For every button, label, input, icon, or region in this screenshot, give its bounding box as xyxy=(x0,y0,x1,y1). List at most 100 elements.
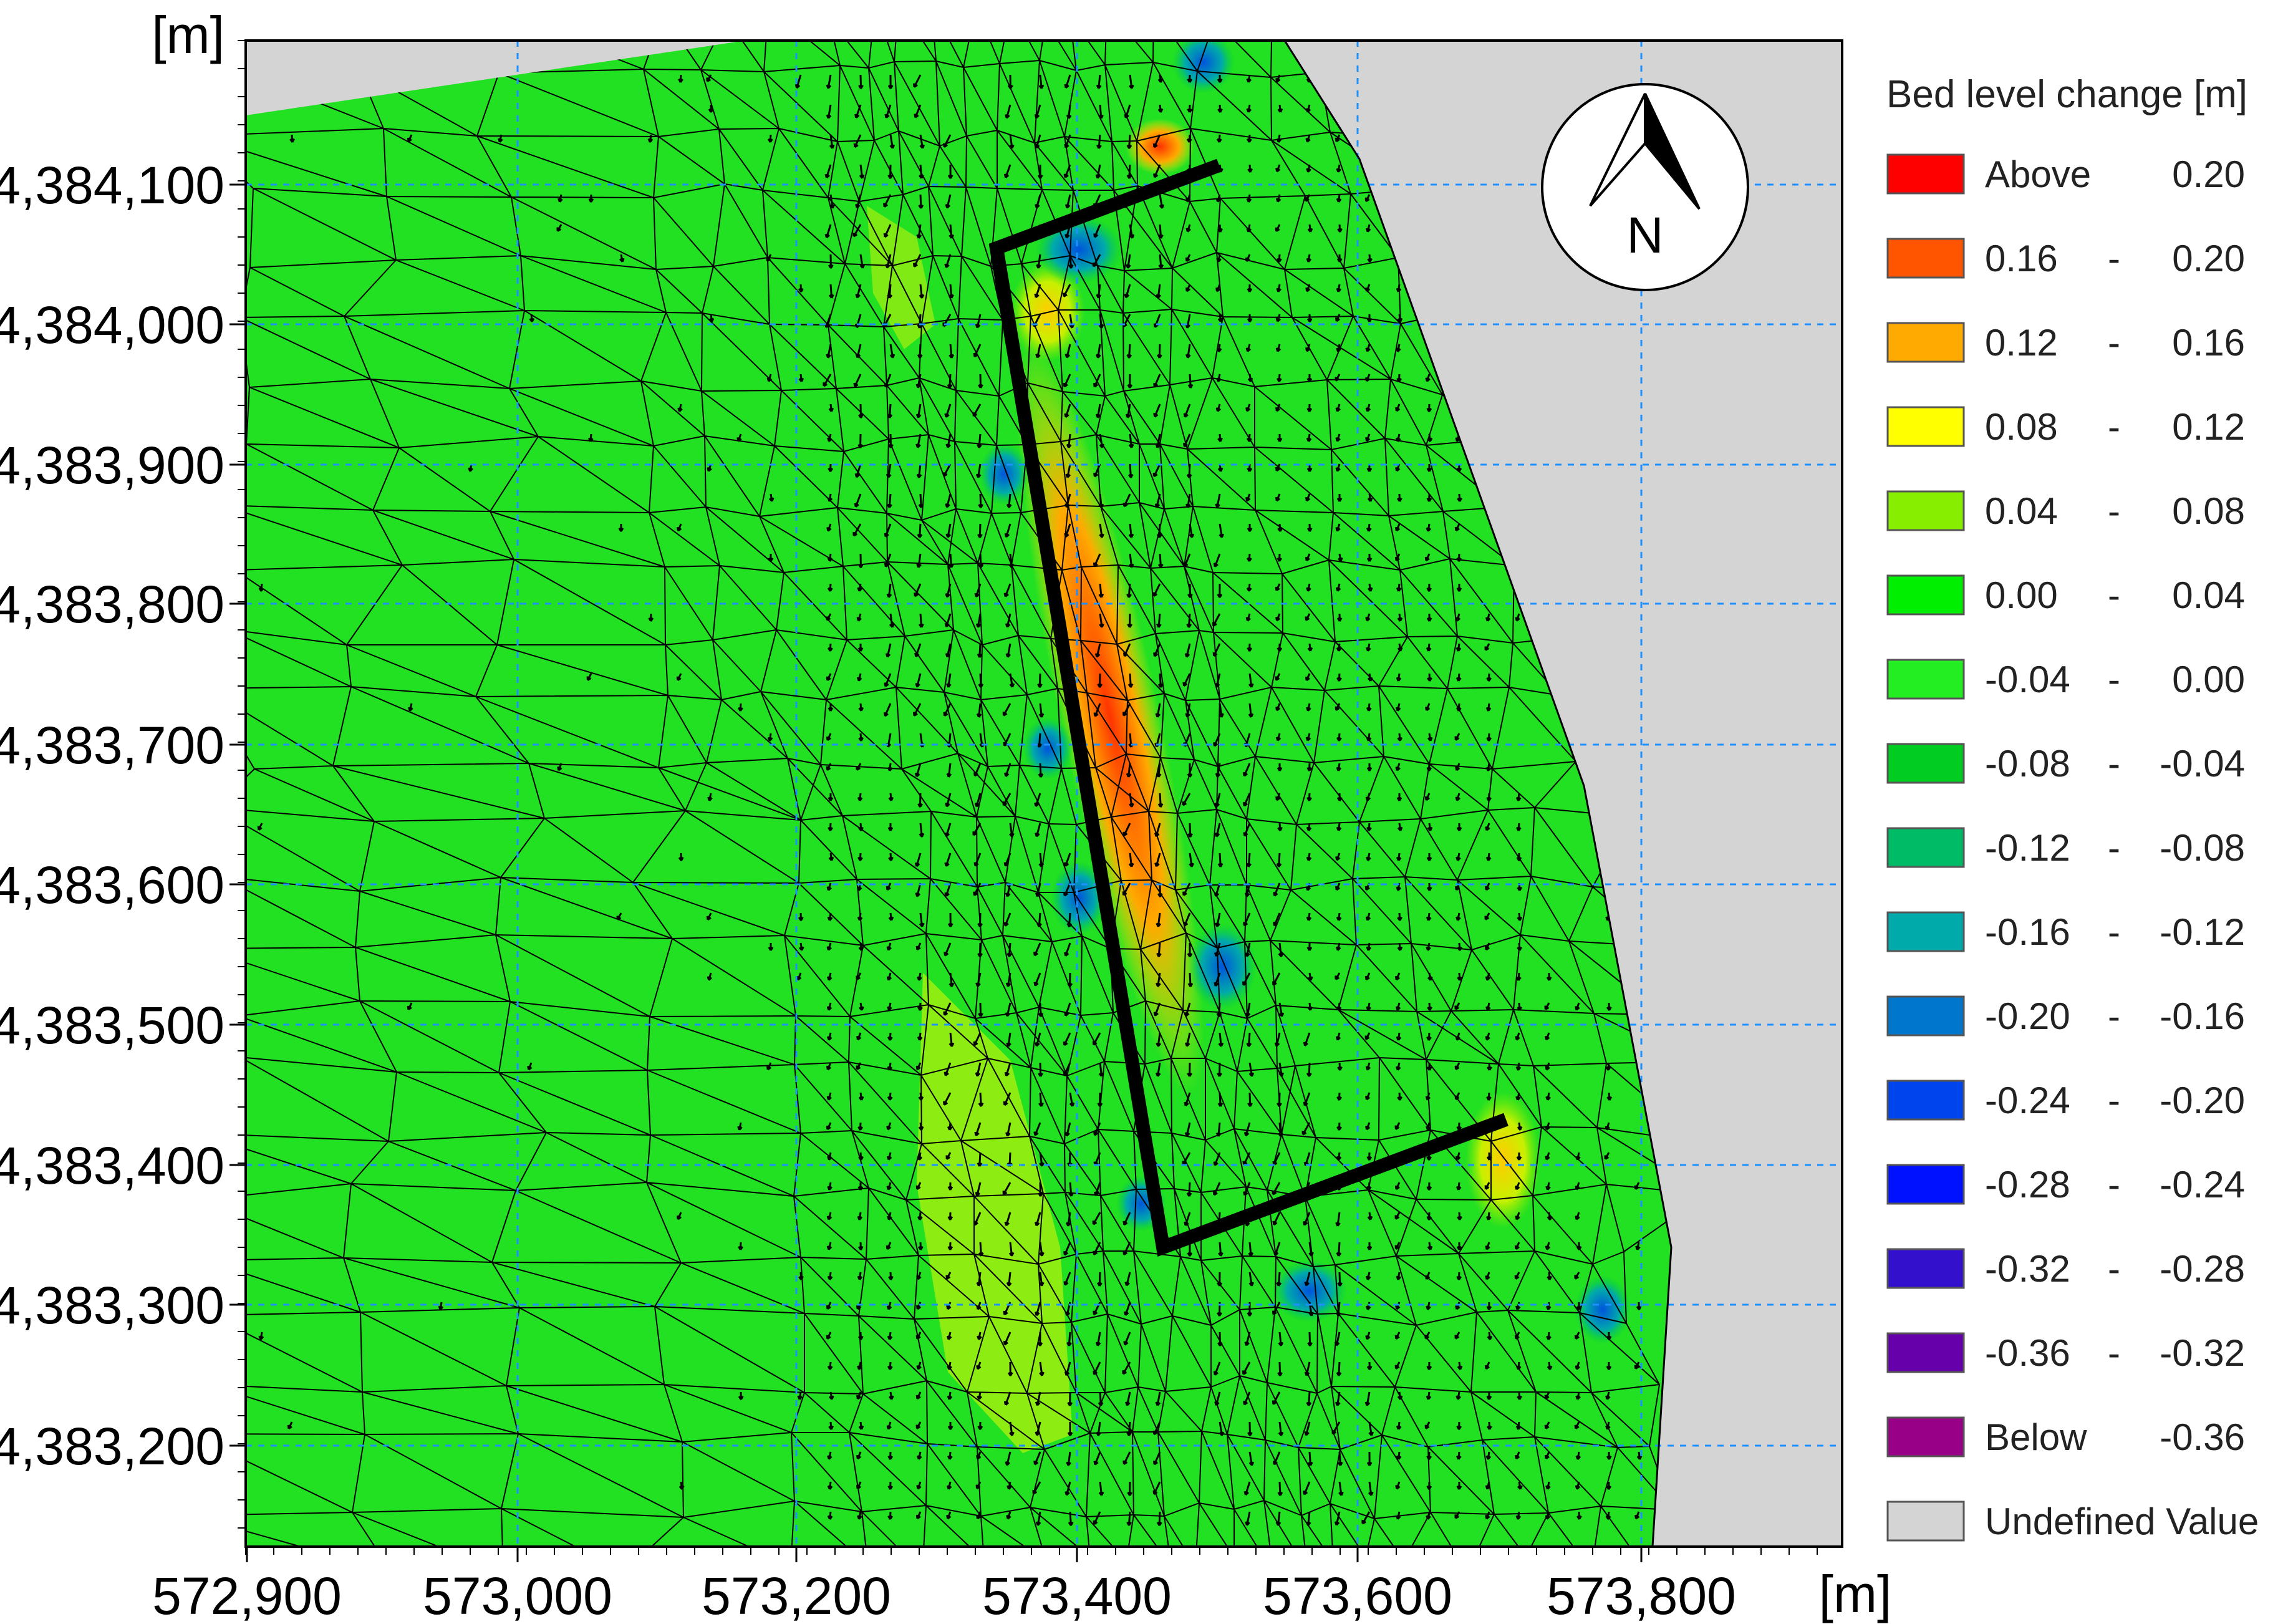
legend-swatch xyxy=(1886,1501,1965,1542)
legend-low: -0.32 xyxy=(1985,1248,2070,1290)
y-tick-label: 4,383,600 xyxy=(0,856,224,914)
north-label: N xyxy=(1626,207,1663,264)
legend-high: 0.00 xyxy=(2172,659,2245,700)
legend-separator: - xyxy=(2108,574,2120,616)
legend-swatch xyxy=(1886,659,1965,700)
legend-swatch xyxy=(1886,911,1965,952)
legend-swatch xyxy=(1886,238,1965,279)
x-tick-label: 573,800 xyxy=(1547,1567,1736,1624)
legend-low: -0.16 xyxy=(1985,911,2070,953)
legend-low: 0.08 xyxy=(1985,406,2058,448)
legend-swatch xyxy=(1886,743,1965,784)
legend-swatch xyxy=(1886,1332,1965,1373)
legend-low: -0.20 xyxy=(1985,995,2070,1037)
legend-item: -0.32- -0.28 xyxy=(1886,1248,2245,1290)
legend-high: 0.20 xyxy=(2172,153,2245,195)
north-arrow-right xyxy=(1644,93,1701,210)
legend-item: Above 0.20 xyxy=(1886,153,2245,195)
legend-low: -0.08 xyxy=(1985,743,2070,785)
erosion-spot-5 xyxy=(1023,717,1073,780)
legend-high: 0.04 xyxy=(2172,574,2245,616)
legend: Bed level change [m] Above 0.200.16-0.200… xyxy=(1886,73,2259,1542)
legend-high: -0.12 xyxy=(2160,911,2245,953)
breakwater-structure xyxy=(988,158,1508,1257)
erosion-spot-3 xyxy=(979,443,1029,505)
legend-separator: - xyxy=(2108,827,2120,869)
x-unit-label: [m] xyxy=(1819,1565,1892,1623)
legend-high: -0.20 xyxy=(2160,1080,2245,1121)
legend-swatch xyxy=(1886,1164,1965,1205)
y-tick-label: 4,383,900 xyxy=(0,436,224,495)
legend-low: 0.12 xyxy=(1985,322,2058,364)
erosion-spot-4 xyxy=(1051,861,1107,935)
legend-separator: - xyxy=(2108,911,2120,953)
legend-separator: - xyxy=(2108,322,2120,364)
legend-item: -0.04- 0.00 xyxy=(1886,659,2245,700)
x-tick-label: 572,900 xyxy=(152,1567,342,1624)
legend-low: Above xyxy=(1985,153,2091,195)
legend-item: Below -0.36 xyxy=(1886,1416,2245,1458)
legend-item: -0.08- -0.04 xyxy=(1886,743,2245,785)
map-frame xyxy=(244,39,1843,1548)
legend-swatch xyxy=(1886,322,1965,363)
y-tick-label: 4,383,800 xyxy=(0,575,224,634)
erosion-spot-8 xyxy=(1575,1275,1631,1344)
legend-high: 0.12 xyxy=(2172,406,2245,448)
x-tick-label: 573,600 xyxy=(1263,1567,1452,1624)
legend-high: -0.24 xyxy=(2160,1164,2245,1206)
y-tick-label: 4,383,200 xyxy=(0,1417,224,1476)
y-tick-label: 4,384,000 xyxy=(0,296,224,354)
legend-swatch xyxy=(1886,490,1965,531)
legend-item: 0.08 - 0.12 xyxy=(1886,406,2245,448)
legend-low: Undefined Value xyxy=(1985,1501,2259,1542)
legend-swatch xyxy=(1886,153,1965,195)
legend-swatch xyxy=(1886,574,1965,616)
legend-separator: - xyxy=(2108,406,2120,448)
legend-item: Undefined Value xyxy=(1886,1501,2259,1542)
legend-low: 0.16 xyxy=(1985,238,2058,279)
deposition-zone-north xyxy=(867,206,935,349)
legend-swatch xyxy=(1886,1248,1965,1289)
legend-separator: - xyxy=(2108,659,2120,700)
y-tick-label: 4,384,100 xyxy=(0,156,224,215)
legend-high: -0.08 xyxy=(2160,827,2245,869)
legend-low: Below xyxy=(1985,1416,2087,1458)
legend-item: 0.00 - 0.04 xyxy=(1886,574,2245,616)
legend-swatch xyxy=(1886,1416,1965,1457)
legend-item: -0.24- -0.20 xyxy=(1886,1080,2245,1121)
legend-high: -0.04 xyxy=(2160,743,2245,785)
legend-separator: - xyxy=(2108,238,2120,279)
x-axis: 572,900 573,000 573,200 573,400 573,600 573,8… xyxy=(152,1547,1818,1624)
legend-swatch xyxy=(1886,827,1965,868)
legend-high: 0.20 xyxy=(2172,238,2245,279)
legend-separator: - xyxy=(2108,1248,2120,1290)
legend-separator: - xyxy=(2108,490,2120,532)
y-axis: 4,384,100 4,384,000 4,383,900 4,383,800 4,38… xyxy=(0,40,246,1529)
coordinate-grid xyxy=(246,41,1842,1547)
legend-item: 0.16 - 0.20 xyxy=(1886,238,2245,279)
legend-item: 0.04 - 0.08 xyxy=(1886,490,2245,532)
deposition-spot-east xyxy=(1465,1091,1540,1229)
legend-separator: - xyxy=(2108,1080,2120,1121)
legend-low: 0.00 xyxy=(1985,574,2058,616)
legend-item: -0.20- -0.16 xyxy=(1886,995,2245,1037)
legend-low: -0.28 xyxy=(1985,1164,2070,1206)
y-unit-label: [m] xyxy=(152,6,224,64)
north-arrow-circle xyxy=(1541,83,1749,291)
legend-high: -0.28 xyxy=(2160,1248,2245,1290)
model-domain xyxy=(246,41,1671,1547)
legend-high: -0.36 xyxy=(2160,1416,2245,1458)
y-tick-label: 4,383,400 xyxy=(0,1136,224,1195)
erosion-spot-6 xyxy=(1188,923,1257,1010)
erosion-spot-7 xyxy=(1272,1260,1347,1322)
legend-separator: - xyxy=(2108,1332,2120,1374)
y-tick-label: 4,383,500 xyxy=(0,996,224,1055)
legend-separator: - xyxy=(2108,995,2120,1037)
y-tick-label: 4,383,300 xyxy=(0,1276,224,1335)
legend-item: -0.16- -0.12 xyxy=(1886,911,2245,953)
legend-low: -0.04 xyxy=(1985,659,2070,700)
north-arrow: N xyxy=(1541,83,1749,291)
legend-item: 0.12 - 0.16 xyxy=(1886,322,2245,364)
legend-high: 0.08 xyxy=(2172,490,2245,532)
legend-swatch xyxy=(1886,1080,1965,1121)
